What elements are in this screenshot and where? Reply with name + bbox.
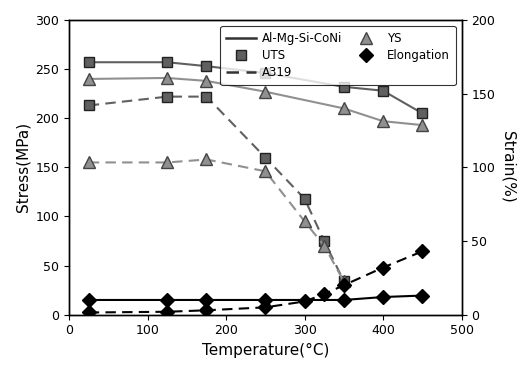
Legend: Al-Mg-Si-CoNi, UTS, A319, YS, Elongation: Al-Mg-Si-CoNi, UTS, A319, YS, Elongation — [220, 26, 456, 85]
X-axis label: Temperature(°C): Temperature(°C) — [202, 343, 329, 358]
Y-axis label: Stress(MPa): Stress(MPa) — [15, 122, 30, 212]
Y-axis label: Strain(%): Strain(%) — [501, 131, 516, 203]
